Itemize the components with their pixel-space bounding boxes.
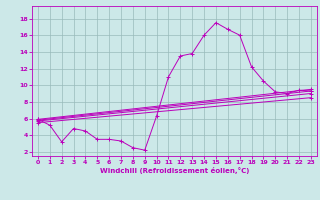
X-axis label: Windchill (Refroidissement éolien,°C): Windchill (Refroidissement éolien,°C) xyxy=(100,167,249,174)
